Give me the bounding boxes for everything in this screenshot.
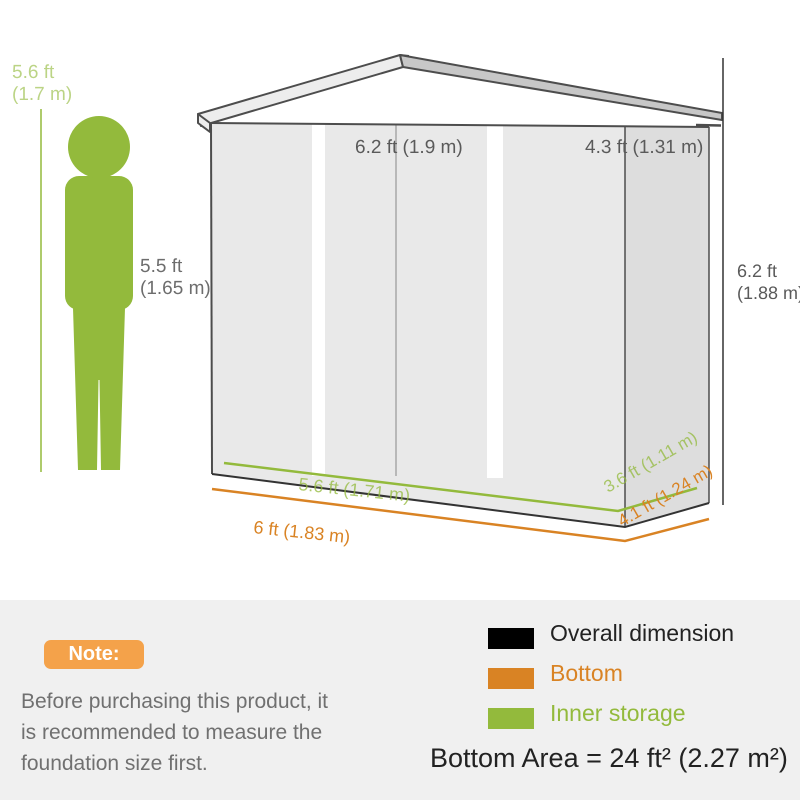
- svg-text:(1.7 m): (1.7 m): [12, 84, 72, 105]
- svg-text:(1.65 m): (1.65 m): [140, 278, 211, 299]
- svg-text:4.3 ft (1.31 m): 4.3 ft (1.31 m): [585, 137, 703, 158]
- svg-text:(1.88 m): (1.88 m): [737, 283, 800, 303]
- svg-text:5.5 ft: 5.5 ft: [140, 256, 183, 277]
- svg-text:6.2 ft (1.9 m): 6.2 ft (1.9 m): [355, 137, 463, 158]
- svg-text:5.6 ft: 5.6 ft: [12, 62, 55, 83]
- svg-text:6 ft (1.83 m): 6 ft (1.83 m): [253, 517, 352, 547]
- svg-text:6.2 ft: 6.2 ft: [737, 261, 777, 281]
